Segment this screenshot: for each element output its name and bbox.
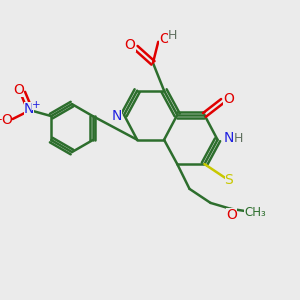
Text: H: H: [168, 29, 177, 43]
Text: N: N: [23, 102, 34, 116]
Text: O: O: [159, 32, 170, 46]
Text: O: O: [223, 92, 234, 106]
Text: -: -: [0, 113, 2, 126]
Text: N: N: [112, 110, 122, 123]
Text: H: H: [233, 132, 243, 145]
Text: O: O: [13, 83, 24, 98]
Text: +: +: [32, 100, 40, 110]
Text: O: O: [226, 208, 237, 222]
Text: N: N: [224, 131, 234, 145]
Text: S: S: [225, 173, 233, 188]
Text: CH₃: CH₃: [244, 206, 266, 219]
Text: O: O: [125, 38, 136, 52]
Text: O: O: [1, 112, 12, 127]
